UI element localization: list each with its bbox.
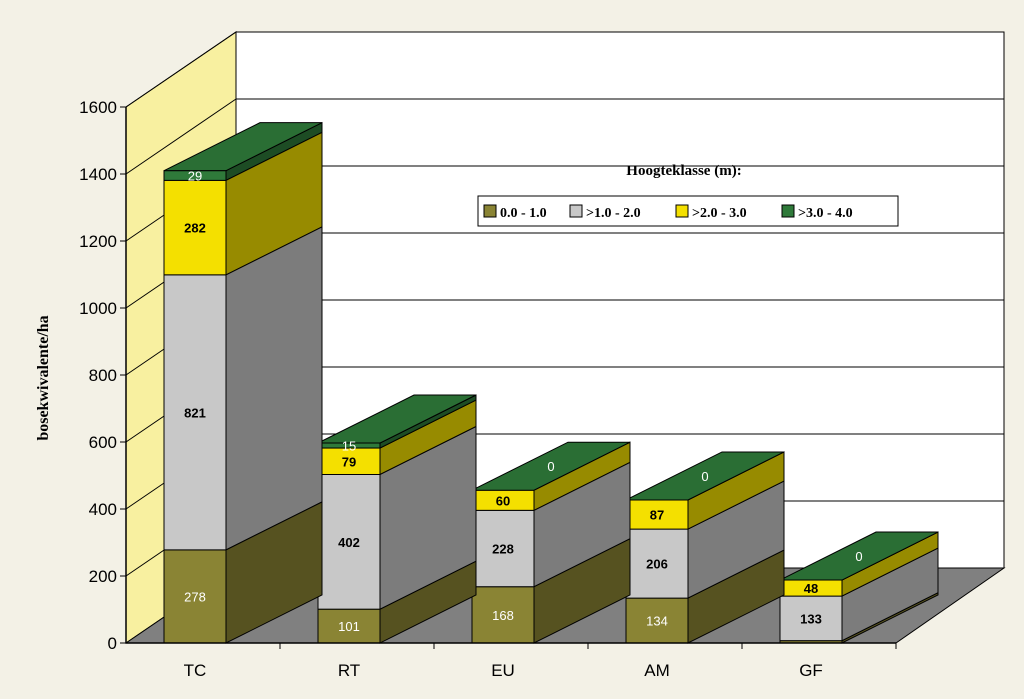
bar-top-TC <box>163 122 323 172</box>
gridline <box>125 98 237 175</box>
bar-AM-1 <box>625 528 689 599</box>
legend-swatch <box>483 204 497 218</box>
bar-stack-AM: 134 206 87 0 <box>625 451 785 644</box>
y-tick-label: 1000 <box>79 299 117 318</box>
data-label: 168 <box>492 608 514 623</box>
bar-top-AM <box>625 451 785 501</box>
y-tick-label: 0 <box>108 634 117 653</box>
bar-AM-0 <box>625 597 689 644</box>
y-axis-label: bosekwivalente/ha <box>35 315 52 440</box>
legend-swatch <box>675 204 689 218</box>
bar-top-EU <box>471 441 631 491</box>
y-tick-label: 400 <box>89 500 117 519</box>
legend-label: >3.0 - 4.0 <box>798 206 853 221</box>
gridline <box>125 31 237 108</box>
bar-EU-1 <box>471 509 535 588</box>
legend-label: >1.0 - 2.0 <box>586 206 641 221</box>
data-label: 228 <box>492 542 514 557</box>
x-tick-label: GF <box>799 661 823 680</box>
y-tick-label: 800 <box>89 366 117 385</box>
bar-stack-EU: 168 228 60 0 <box>471 441 631 644</box>
data-label: 101 <box>338 619 360 634</box>
data-label: 0 <box>701 469 708 484</box>
x-tick-label: TC <box>184 661 207 680</box>
bar-side-TC-1 <box>225 226 323 551</box>
legend-swatch <box>569 204 583 218</box>
data-label: 133 <box>800 611 822 626</box>
bar-GF-1 <box>779 595 843 642</box>
legend-label: 0.0 - 1.0 <box>500 206 547 221</box>
bar-RT-1 <box>317 473 381 610</box>
data-label: 87 <box>650 508 664 523</box>
data-label: 402 <box>338 535 360 550</box>
data-label: 206 <box>646 557 668 572</box>
data-label: 79 <box>342 454 356 469</box>
x-tick-label: AM <box>644 661 670 680</box>
data-label: 821 <box>184 405 206 420</box>
bar-stack-TC: 278 821 282 29 <box>163 121 323 644</box>
y-tick-label: 600 <box>89 433 117 452</box>
y-tick-label: 200 <box>89 567 117 586</box>
bar-EU-0 <box>471 586 535 644</box>
data-label: 0 <box>547 459 554 474</box>
data-label: 134 <box>646 614 668 629</box>
legend-title: Hoogteklasse (m): <box>626 163 741 179</box>
y-tick-label: 1400 <box>79 165 117 184</box>
data-label: 15 <box>342 439 356 454</box>
x-tick-label: RT <box>338 661 360 680</box>
bar-top-GF <box>779 531 939 581</box>
bar-top-RT <box>317 394 477 444</box>
y-tick-label: 1200 <box>79 232 117 251</box>
x-tick-label: EU <box>491 661 515 680</box>
data-label: 0 <box>855 549 862 564</box>
bar-stack-GF: 133 48 0 <box>779 531 939 644</box>
data-label: 48 <box>804 581 818 596</box>
data-label: 278 <box>184 589 206 604</box>
y-tick-label: 1600 <box>79 98 117 117</box>
legend: Hoogteklasse (m): 0.0 - 1.0 >1.0 - 2.0 >2.… <box>477 163 899 227</box>
bar-AM-2 <box>625 499 689 530</box>
data-label: 60 <box>496 493 510 508</box>
legend-label: >2.0 - 3.0 <box>692 206 747 221</box>
legend-swatch <box>781 204 795 218</box>
data-label: 282 <box>184 221 206 236</box>
bar-TC-2 <box>163 179 227 276</box>
data-label: 29 <box>188 169 202 184</box>
bar-TC-1 <box>163 274 227 551</box>
bar-RT-0 <box>317 608 381 644</box>
